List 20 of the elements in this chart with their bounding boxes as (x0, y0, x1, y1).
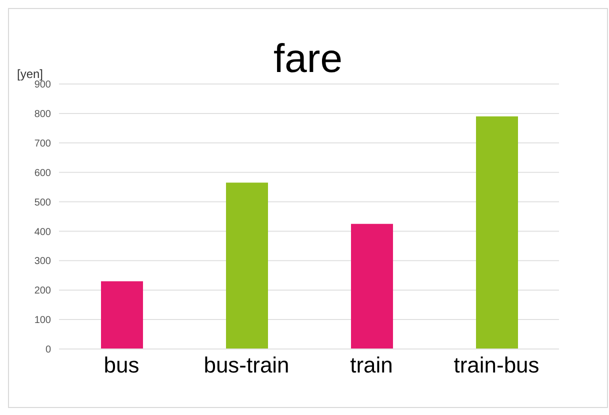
y-tick-label: 600 (34, 168, 52, 179)
x-tick-label: train-bus (454, 352, 540, 378)
y-tick-label: 200 (34, 286, 52, 297)
bar (226, 182, 268, 349)
y-tick-label: 100 (34, 315, 52, 326)
bar (476, 116, 518, 349)
chart-title: fare (274, 37, 342, 81)
x-tick-label: bus-train (204, 352, 290, 378)
y-tick-label: 500 (34, 197, 52, 208)
y-tick-label: 700 (34, 138, 52, 150)
x-tick-label: train (350, 352, 393, 378)
bar (351, 224, 393, 349)
x-tick-label: bus (104, 352, 140, 378)
y-tick-label: 800 (34, 108, 52, 120)
y-tick-label: 900 (34, 80, 52, 91)
y-axis-title: [yen] (17, 67, 44, 81)
y-tick-label: 0 (45, 344, 52, 356)
y-tick-label: 400 (34, 226, 52, 238)
y-tick-label: 300 (34, 256, 52, 268)
bar (101, 281, 143, 349)
